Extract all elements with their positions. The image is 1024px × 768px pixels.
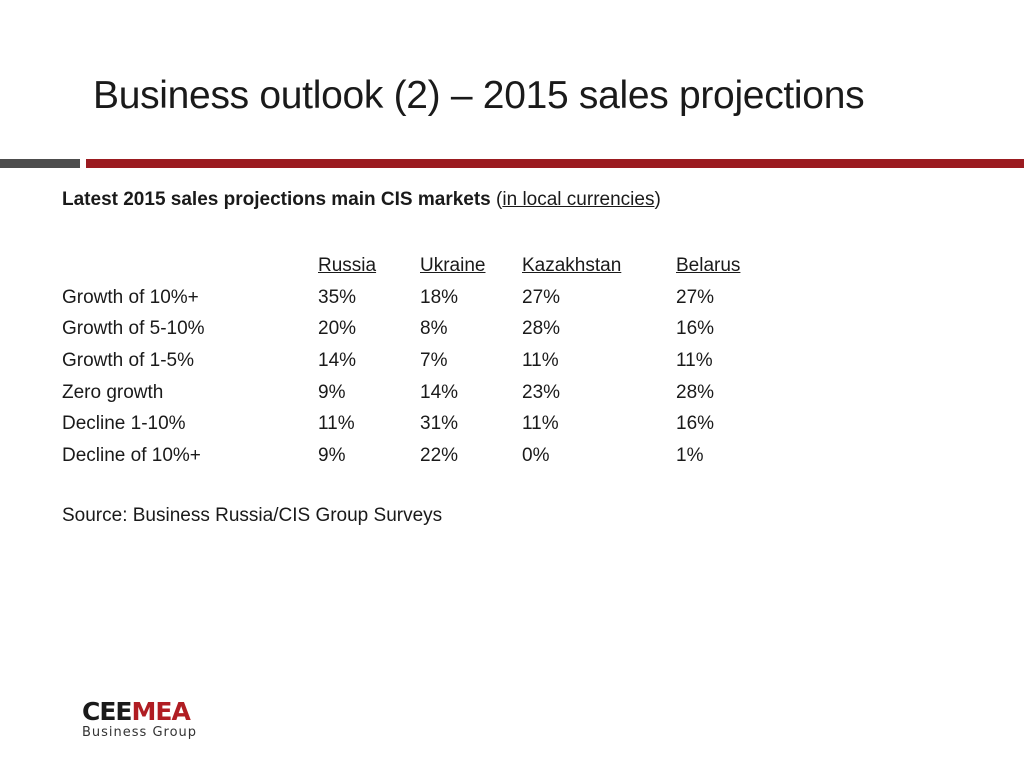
cell-kazakhstan: 11% [522,413,559,435]
cell-kazakhstan: 27% [522,286,561,308]
row-label: Decline of 10%+ [62,444,201,466]
row-label: Zero growth [62,381,164,403]
table-caption: Latest 2015 sales projections main CIS m… [62,186,796,214]
cell-belarus: 28% [676,381,715,403]
table-caption-close: ) [654,189,661,210]
cell-belarus: 1% [676,444,704,466]
table-caption-bold: Latest 2015 sales projections main CIS m… [62,189,491,210]
row-label: Growth of 5-10% [62,318,205,340]
header-rule-gray [0,159,80,168]
cell-ukraine: 31% [420,413,459,435]
table-row: Growth of 1-5% 14% 7% 11% 11% [62,345,796,377]
table-row: Zero growth 9% 14% 23% 28% [62,377,796,409]
slide-content: Latest 2015 sales projections main CIS m… [62,186,796,526]
cell-ukraine: 18% [420,286,459,308]
logo-wordmark: CEEMEA [82,697,197,726]
sales-projection-table: Russia Ukraine Kazakhstan Belarus Growth… [62,250,796,472]
cell-kazakhstan: 11% [522,349,559,371]
table-row: Growth of 10%+ 35% 18% 27% 27% [62,282,796,314]
row-label: Growth of 1-5% [62,349,194,371]
table-row: Growth of 5-10% 20% 8% 28% 16% [62,313,796,345]
cell-kazakhstan: 0% [522,444,550,466]
header-cell-empty [62,250,318,282]
header-cell-ukraine: Ukraine [420,254,486,276]
table-caption-open: ( [490,189,503,210]
table-header-row: Russia Ukraine Kazakhstan Belarus [62,250,796,282]
cell-belarus: 11% [676,349,713,371]
logo-wordmark-red: MEA [131,697,191,726]
logo-wordmark-dark: CEE [82,697,133,726]
cell-russia: 9% [318,444,346,466]
header-rule-red [86,159,1024,168]
cell-russia: 35% [318,286,357,308]
source-note: Source: Business Russia/CIS Group Survey… [62,505,443,526]
cell-ukraine: 7% [420,349,448,371]
table-row: Decline of 10%+ 9% 22% 0% 1% [62,440,796,472]
cell-ukraine: 14% [420,381,459,403]
logo-tagline: Business Group [82,725,198,740]
cell-belarus: 27% [676,286,715,308]
cell-belarus: 16% [676,318,715,340]
cell-russia: 20% [318,318,357,340]
cell-kazakhstan: 23% [522,381,561,403]
cell-russia: 11% [318,413,355,435]
table-row: Decline 1-10% 11% 31% 11% 16% [62,408,796,440]
cell-russia: 14% [318,349,357,371]
cell-belarus: 16% [676,413,715,435]
header-cell-russia: Russia [318,254,377,276]
row-label: Decline 1-10% [62,413,186,435]
row-label: Growth of 10%+ [62,286,199,308]
table-caption-currency-note: in local currencies [502,189,655,210]
ceemea-logo: CEEMEA Business Group [82,697,198,741]
header-cell-belarus: Belarus [676,254,741,276]
header-cell-kazakhstan: Kazakhstan [522,254,622,276]
cell-kazakhstan: 28% [522,318,561,340]
cell-ukraine: 22% [420,444,459,466]
cell-russia: 9% [318,381,346,403]
slide-title: Business outlook (2) – 2015 sales projec… [93,74,865,117]
cell-ukraine: 8% [420,318,448,340]
